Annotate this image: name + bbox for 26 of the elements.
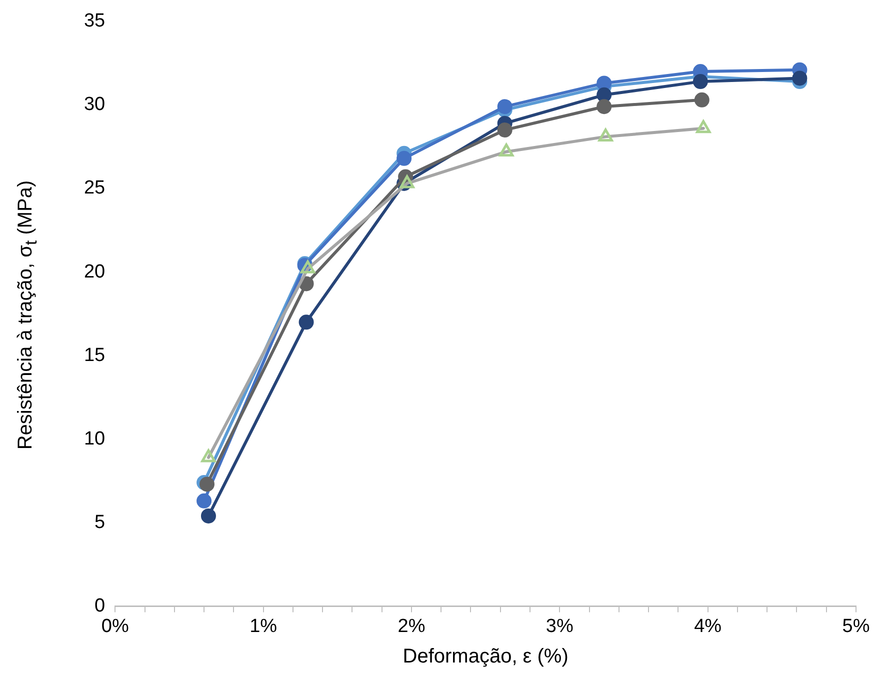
x-axis-title: Deformação, ε (%) xyxy=(402,646,568,668)
y-tick-label: 20 xyxy=(84,261,106,282)
point xyxy=(497,99,512,114)
point xyxy=(298,314,314,330)
y-tick-label: 25 xyxy=(84,178,106,199)
point xyxy=(200,508,216,524)
x-tick-label: 4% xyxy=(694,616,722,637)
y-tick-label: 30 xyxy=(84,94,106,116)
point xyxy=(196,493,212,508)
point xyxy=(200,476,214,492)
x-tick-label: 2% xyxy=(398,616,426,637)
point xyxy=(396,150,412,166)
y-tick-label: 35 xyxy=(84,10,106,32)
x-tick-label: 3% xyxy=(546,616,574,637)
y-tick-label: 15 xyxy=(84,344,106,366)
x-tick-label: 5% xyxy=(842,616,870,637)
y-tick-label: 5 xyxy=(94,512,106,533)
point xyxy=(692,74,708,90)
x-tick-label: 0% xyxy=(101,616,129,637)
point xyxy=(792,70,808,86)
point xyxy=(694,92,710,108)
x-tick-label: 1% xyxy=(250,616,278,637)
point xyxy=(596,99,612,114)
point xyxy=(497,122,512,138)
y-tick-label: 10 xyxy=(84,428,106,450)
y-tick-label: 0 xyxy=(94,595,106,616)
